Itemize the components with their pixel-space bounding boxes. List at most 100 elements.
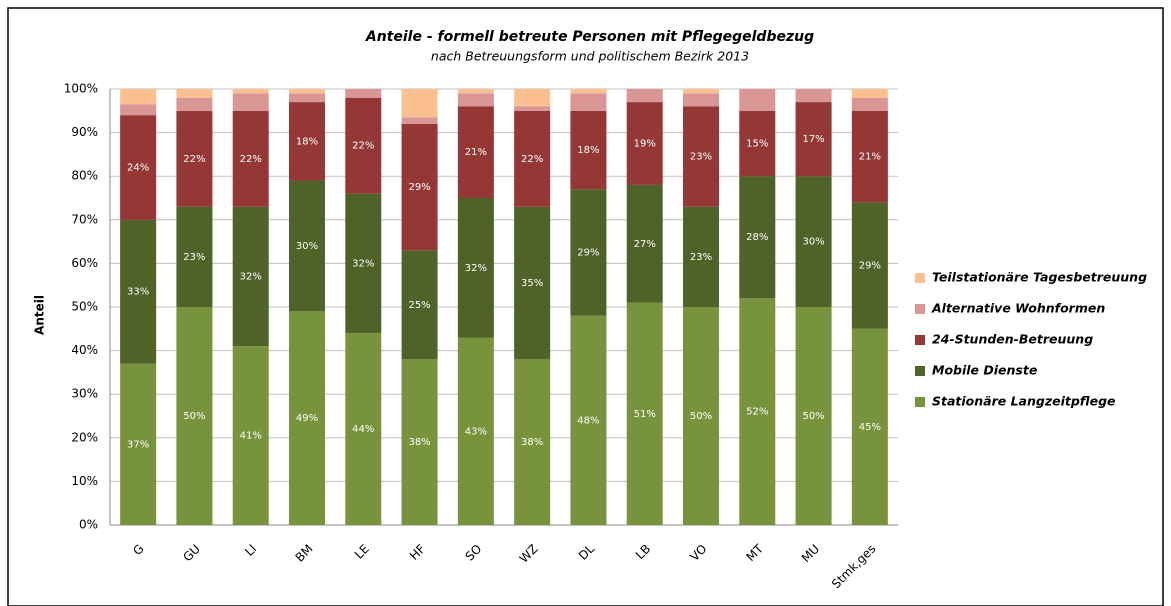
bar-segment xyxy=(120,363,157,525)
bar-segment xyxy=(795,176,832,307)
data-label: 27% xyxy=(634,239,656,250)
data-label: 50% xyxy=(690,411,712,422)
data-label: 38% xyxy=(408,437,430,448)
bar-segment xyxy=(289,89,325,94)
data-label: 21% xyxy=(465,147,487,158)
data-label: 49% xyxy=(296,413,318,424)
data-label: 32% xyxy=(240,271,262,282)
bar-segment xyxy=(739,298,776,525)
legend-swatch xyxy=(915,304,925,314)
bar-segment xyxy=(683,307,719,525)
y-tick-label: 40% xyxy=(71,343,98,357)
bar-segment xyxy=(570,89,607,94)
y-tick-label: 90% xyxy=(71,125,98,139)
data-label: 15% xyxy=(746,139,768,150)
bar-segment xyxy=(232,89,269,94)
y-tick-label: 10% xyxy=(71,474,98,488)
bar-segment xyxy=(851,97,888,111)
bar-segment xyxy=(289,102,325,181)
data-label: 33% xyxy=(127,287,149,298)
legend-swatch xyxy=(915,273,925,283)
data-label: 43% xyxy=(465,426,487,437)
data-label: 52% xyxy=(746,407,768,418)
bar-segment xyxy=(345,97,382,194)
data-label: 29% xyxy=(577,248,599,259)
data-label: 29% xyxy=(859,261,881,272)
data-label: 37% xyxy=(127,439,149,450)
legend-label: Stationäre Langzeitpflege xyxy=(932,394,1116,409)
bar-segment xyxy=(401,117,438,124)
data-label: 17% xyxy=(802,134,824,145)
data-label: 38% xyxy=(521,437,543,448)
bar-segment xyxy=(289,311,325,525)
data-label: 44% xyxy=(352,424,374,435)
bar-segment xyxy=(457,89,494,94)
data-label: 22% xyxy=(352,141,374,152)
bar-segment xyxy=(626,102,663,185)
bar-segment xyxy=(626,89,663,103)
bar-segment xyxy=(683,93,719,107)
data-label: 18% xyxy=(296,136,318,147)
bar-segment xyxy=(795,89,832,103)
data-label: 18% xyxy=(577,145,599,156)
bar-segment xyxy=(120,219,157,364)
legend-label: Teilstationäre Tagesbetreuung xyxy=(932,270,1147,285)
bar-segment xyxy=(401,123,438,251)
bar-segment xyxy=(232,346,269,525)
data-label: 35% xyxy=(521,278,543,289)
bar-segment xyxy=(232,93,269,111)
bar-segment xyxy=(683,206,719,307)
bar-segment xyxy=(570,315,607,525)
y-tick-label: 20% xyxy=(71,430,98,444)
y-tick-label: 60% xyxy=(71,256,98,270)
data-label: 21% xyxy=(859,152,881,163)
data-label: 25% xyxy=(408,300,430,311)
bar-segment xyxy=(176,206,213,307)
data-label: 22% xyxy=(183,154,205,165)
bar-segment xyxy=(514,110,551,207)
bar-segment xyxy=(626,302,663,525)
bar-segment xyxy=(401,89,438,118)
data-label: 22% xyxy=(521,154,543,165)
bar-segment xyxy=(457,337,494,525)
data-label: 23% xyxy=(183,252,205,263)
bar-segment xyxy=(851,202,888,329)
bar-segment xyxy=(683,89,719,94)
data-label: 45% xyxy=(859,422,881,433)
data-label: 22% xyxy=(240,154,262,165)
data-label: 23% xyxy=(690,252,712,263)
bar-segment xyxy=(795,102,832,177)
y-tick-label: 50% xyxy=(71,300,98,314)
bar-segment xyxy=(401,250,438,360)
legend-swatch xyxy=(915,335,925,345)
legend-label: Mobile Dienste xyxy=(932,363,1037,378)
bar-segment xyxy=(120,115,157,220)
bar-segment xyxy=(851,110,888,203)
bar-segment xyxy=(514,206,551,360)
bar-segment xyxy=(514,89,551,107)
bar-segment xyxy=(795,307,832,525)
data-label: 28% xyxy=(746,232,768,243)
y-tick-label: 70% xyxy=(71,212,98,226)
data-label: 30% xyxy=(802,237,824,248)
data-label: 51% xyxy=(634,409,656,420)
bar-segment xyxy=(457,106,494,198)
bar-segment xyxy=(570,93,607,111)
bar-segment xyxy=(289,93,325,103)
data-label: 24% xyxy=(127,162,149,173)
data-label: 19% xyxy=(634,139,656,150)
bar-segment xyxy=(626,184,663,303)
data-label: 32% xyxy=(352,258,374,269)
legend-swatch xyxy=(915,366,925,376)
y-tick-label: 30% xyxy=(71,387,98,401)
data-label: 50% xyxy=(802,411,824,422)
bar-segment xyxy=(345,89,382,98)
bar-segment xyxy=(739,89,776,111)
bar-segment xyxy=(289,180,325,312)
data-label: 48% xyxy=(577,415,599,426)
bar-segment xyxy=(570,189,607,316)
chart-subtitle: nach Betreuungsform und politischem Bezi… xyxy=(431,49,749,64)
bar-segment xyxy=(457,93,494,107)
bar-segment xyxy=(345,333,382,525)
